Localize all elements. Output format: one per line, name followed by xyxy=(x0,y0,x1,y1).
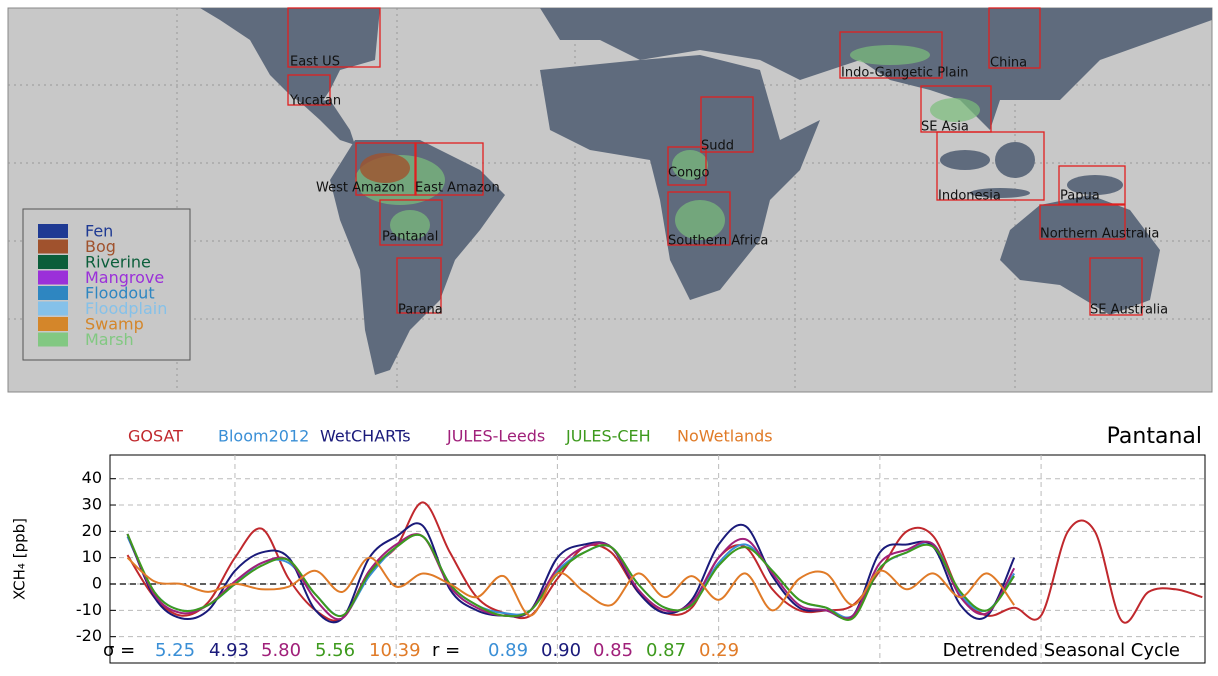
legend-swatch xyxy=(38,286,68,300)
region-label: Northern Australia xyxy=(1040,227,1159,242)
series-line xyxy=(126,556,1016,617)
line-chart: -20 -10 0 10 20 30 40 XCH₄ [ppb] Pantanal Detrend… xyxy=(11,424,1206,664)
y-tick-label: 20 xyxy=(82,521,102,540)
map: East US Yucatan West Amazon East Amazon Pant… xyxy=(7,7,1213,393)
r-label: r = xyxy=(432,640,460,661)
legend-label: GOSAT xyxy=(128,427,183,446)
legend-label: WetCHARTs xyxy=(320,427,411,446)
sigma-value: 4.93 xyxy=(209,640,249,661)
legend-swatch xyxy=(38,301,68,316)
legend-swatch xyxy=(38,255,68,269)
legend-swatch xyxy=(38,239,68,254)
region-label: SE Asia xyxy=(921,120,969,135)
legend-swatch xyxy=(38,224,68,238)
r-value: 0.85 xyxy=(593,640,633,661)
region-box xyxy=(396,257,442,314)
plot-frame xyxy=(109,454,1206,664)
series-line xyxy=(126,522,1016,624)
region-label: SE Australia xyxy=(1090,303,1168,318)
region-box xyxy=(1089,257,1143,316)
sigma-value: 5.80 xyxy=(261,640,301,661)
y-tick-label: -20 xyxy=(76,626,102,645)
region-label: Indonesia xyxy=(938,189,1001,204)
region-label: Congo xyxy=(668,166,710,181)
legend-label: Mangrove xyxy=(85,268,164,287)
regions: East US Yucatan West Amazon East Amazon Pant… xyxy=(287,7,1168,318)
region-box xyxy=(667,146,707,186)
y-tick-label: -10 xyxy=(76,600,102,619)
legend-label: Swamp xyxy=(85,315,144,334)
region-box xyxy=(287,7,381,68)
region-label: Indo-Gangetic Plain xyxy=(841,66,968,81)
region-box xyxy=(839,31,943,79)
region-label: Parana xyxy=(398,303,443,318)
series-line xyxy=(126,533,1016,621)
legend-label: Bog xyxy=(85,237,116,256)
legend-swatch xyxy=(38,317,68,331)
legend-label: Floodout xyxy=(85,284,155,303)
sigma-value: 5.25 xyxy=(155,640,195,661)
legend-label: Fen xyxy=(85,222,113,241)
region-box xyxy=(1039,204,1126,240)
r-value: 0.89 xyxy=(488,640,528,661)
region-label: Sudd xyxy=(701,139,734,154)
region-label: Yucatan xyxy=(289,94,341,109)
region-label: Southern Africa xyxy=(668,234,768,249)
sigma-value: 10.39 xyxy=(369,640,421,661)
region-box xyxy=(379,199,443,246)
y-tick-label: 30 xyxy=(82,495,102,514)
region-label: Pantanal xyxy=(382,230,438,245)
region-label: Papua xyxy=(1060,189,1100,204)
legend-label: JULES-Leeds xyxy=(446,427,545,446)
region-box xyxy=(414,142,484,196)
sigma-value: 5.56 xyxy=(315,640,355,661)
y-axis-label: XCH₄ [ppb] xyxy=(11,518,29,600)
legend-label: JULES-CEH xyxy=(565,427,651,446)
y-tick-label: 40 xyxy=(82,468,102,487)
legend-label: NoWetlands xyxy=(677,427,773,446)
series-line xyxy=(126,501,1203,624)
region-label: East US xyxy=(290,55,340,70)
region-label: East Amazon xyxy=(415,181,500,196)
chart-title: Pantanal xyxy=(1107,424,1202,449)
y-tick-label: 10 xyxy=(82,547,102,566)
annotation: Detrended Seasonal Cycle xyxy=(943,640,1180,661)
region-label: China xyxy=(990,56,1027,71)
r-value: 0.87 xyxy=(646,640,686,661)
region-box xyxy=(287,74,331,106)
legend-label: Floodplain xyxy=(85,299,167,318)
region-box xyxy=(700,96,754,153)
region-box xyxy=(355,142,417,196)
y-tick-label: 0 xyxy=(92,574,102,593)
sigma-label: σ = xyxy=(103,640,135,661)
map-legend-items: FenBogRiverineMangroveFloodoutFloodplain… xyxy=(38,222,167,349)
legend-label: Bloom2012 xyxy=(218,427,309,446)
r-value: 0.90 xyxy=(541,640,581,661)
legend-label: Riverine xyxy=(85,253,151,272)
region-box xyxy=(667,191,731,246)
region-box xyxy=(988,7,1041,69)
bog-area xyxy=(360,153,410,183)
legend-label: Marsh xyxy=(85,330,134,349)
legend-swatch xyxy=(38,332,68,347)
region-box xyxy=(1058,165,1126,205)
region-box xyxy=(936,131,1045,201)
region-label: West Amazon xyxy=(316,181,405,196)
r-value: 0.29 xyxy=(699,640,739,661)
legend-swatch xyxy=(38,270,68,285)
